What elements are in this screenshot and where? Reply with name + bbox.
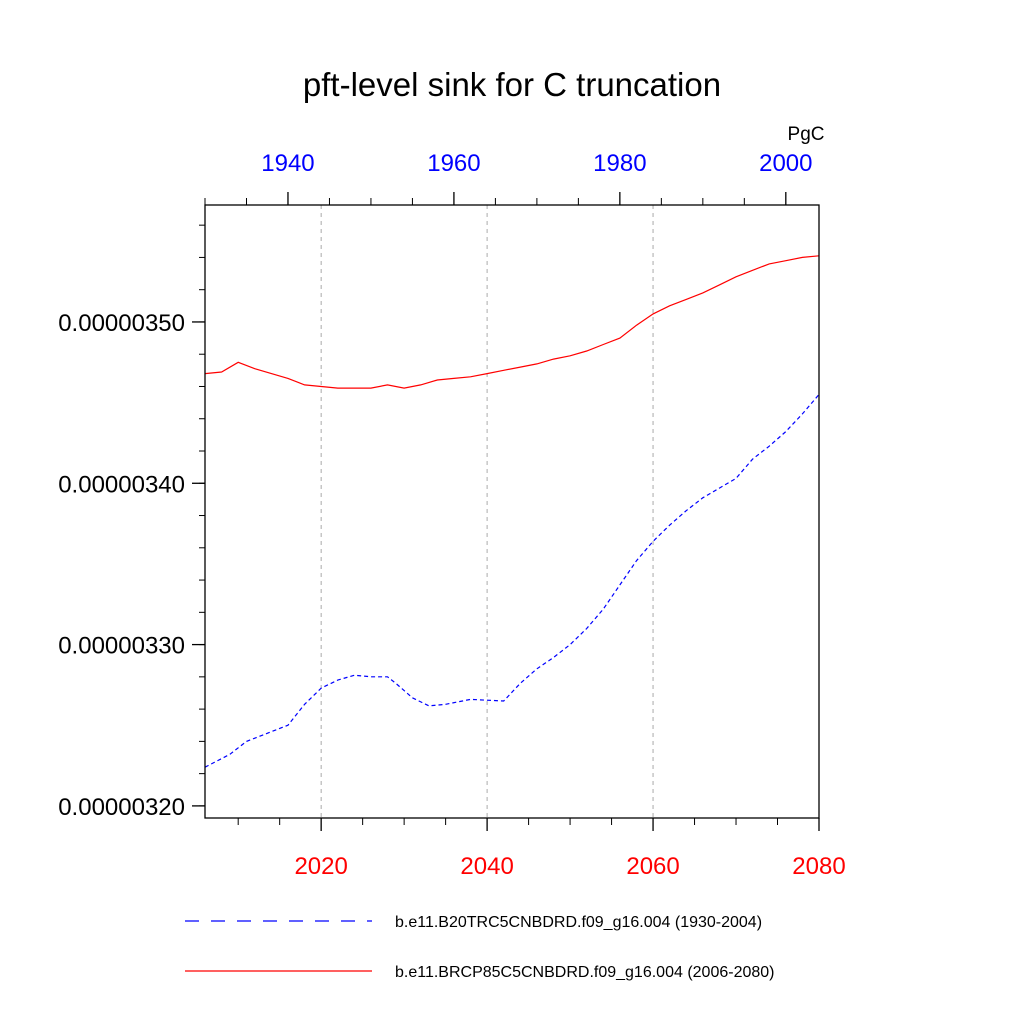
series-line-0 xyxy=(204,394,820,768)
x-bottom-tick-label: 2080 xyxy=(792,853,845,880)
x-bottom-tick-label: 2040 xyxy=(460,853,513,880)
legend: b.e11.B20TRC5CNBDRD.f09_g16.004 (1930-20… xyxy=(185,914,774,981)
x-top-tick-label: 1960 xyxy=(427,150,480,177)
series-line-1 xyxy=(204,255,820,389)
legend-label-1: b.e11.BRCP85C5CNBDRD.f09_g16.004 (2006-2… xyxy=(395,964,774,981)
grid-lines xyxy=(320,205,654,818)
x-top-tick-label: 1980 xyxy=(593,150,646,177)
x-top-tick-label: 1940 xyxy=(261,150,314,177)
y-tick-label: 0.00000320 xyxy=(58,794,185,821)
y-tick-label: 0.00000330 xyxy=(58,633,185,660)
axes: 0.00000320 0.00000330 0.00000340 0.00000350… xyxy=(58,150,845,880)
units-label: PgC xyxy=(788,124,825,145)
y-tick-label: 0.00000350 xyxy=(58,310,185,337)
x-bottom-tick-label: 2020 xyxy=(294,853,347,880)
x-bottom-tick-label: 2060 xyxy=(626,853,679,880)
series-lines xyxy=(204,255,820,768)
y-tick-label: 0.00000340 xyxy=(58,471,185,498)
x-top-tick-label: 2000 xyxy=(759,150,812,177)
legend-label-0: b.e11.B20TRC5CNBDRD.f09_g16.004 (1930-20… xyxy=(395,914,762,931)
plot-frame xyxy=(204,204,820,819)
chart-title: pft-level sink for C truncation xyxy=(303,66,721,103)
